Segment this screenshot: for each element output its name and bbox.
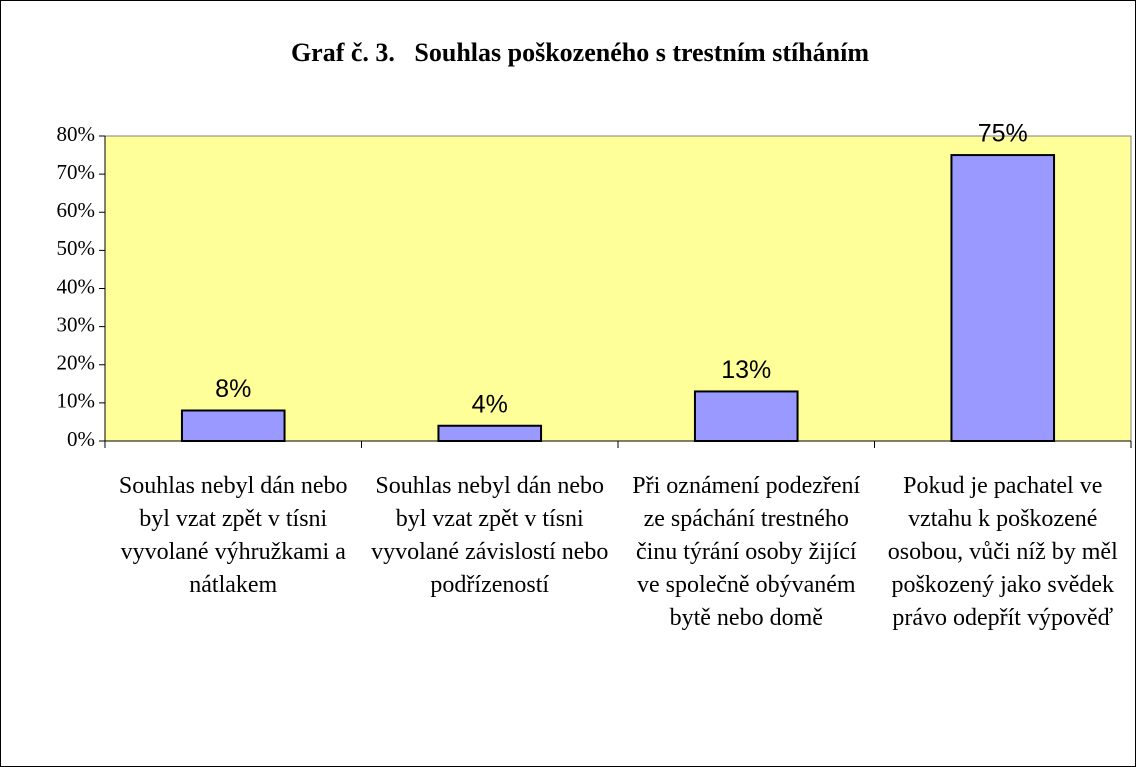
bar	[950, 154, 1056, 442]
data-label: 4%	[472, 390, 508, 418]
x-tick-label: Pokud je pachatel ve vztahu k poškozené …	[887, 473, 1118, 631]
x-tick-label: Při oznámení podezření ze spáchání trest…	[632, 473, 861, 631]
bar	[693, 390, 799, 442]
data-label: 8%	[215, 375, 251, 403]
chart-title: Graf č. 3. Souhlas poškozeného s trestní…	[291, 38, 869, 67]
y-tick-label: 60%	[57, 198, 96, 222]
y-tick-label: 80%	[57, 122, 96, 146]
x-tick-label: Souhlas nebyl dán nebo byl vzat zpět v t…	[118, 473, 348, 598]
data-label: 13%	[721, 356, 771, 384]
x-tick-label: Souhlas nebyl dán nebo byl vzat zpět v t…	[371, 473, 609, 598]
y-tick-label: 70%	[57, 160, 96, 184]
bar	[180, 409, 286, 442]
bar	[437, 424, 543, 442]
y-tick-label: 20%	[57, 351, 96, 375]
y-tick-label: 0%	[67, 427, 95, 451]
y-tick-label: 30%	[57, 312, 96, 336]
y-tick-label: 50%	[57, 236, 96, 260]
y-tick-label: 10%	[57, 389, 96, 413]
data-label: 75%	[978, 120, 1028, 148]
y-tick-label: 40%	[57, 274, 96, 298]
